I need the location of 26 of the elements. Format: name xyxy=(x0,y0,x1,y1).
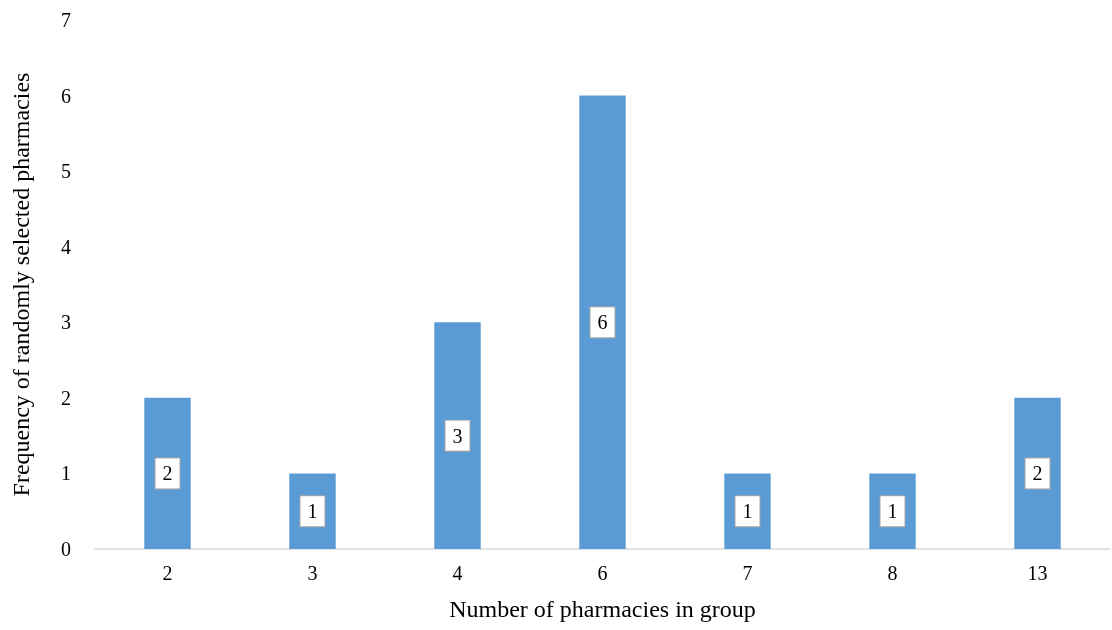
x-tick-label: 4 xyxy=(452,562,463,584)
y-tick-label: 3 xyxy=(61,311,71,334)
data-label: 1 xyxy=(742,500,753,523)
x-tick-label: 13 xyxy=(1027,562,1048,584)
bar xyxy=(579,95,626,549)
y-tick-label: 0 xyxy=(61,538,71,560)
data-label: 3 xyxy=(452,424,463,447)
data-label: 6 xyxy=(597,311,608,334)
data-label: 1 xyxy=(307,500,318,523)
y-tick-label: 7 xyxy=(61,9,71,31)
x-axis-title: Number of pharmacies in group xyxy=(449,596,756,622)
y-tick-label: 4 xyxy=(61,235,71,258)
x-tick-label: 7 xyxy=(742,562,753,584)
y-axis-title: Frequency of randomly selected pharmacies xyxy=(8,72,34,497)
data-label: 2 xyxy=(1032,462,1043,485)
y-tick-label: 6 xyxy=(61,84,71,107)
x-tick-label: 2 xyxy=(162,562,173,584)
data-label: 2 xyxy=(162,462,173,485)
y-tick-label: 1 xyxy=(61,462,71,485)
data-label: 1 xyxy=(887,500,898,523)
y-tick-label: 5 xyxy=(61,160,71,183)
x-tick-label: 8 xyxy=(887,562,898,584)
x-tick-label: 3 xyxy=(307,562,318,584)
bar xyxy=(434,322,481,549)
y-tick-label: 2 xyxy=(61,386,71,409)
x-tick-label: 6 xyxy=(597,562,608,584)
